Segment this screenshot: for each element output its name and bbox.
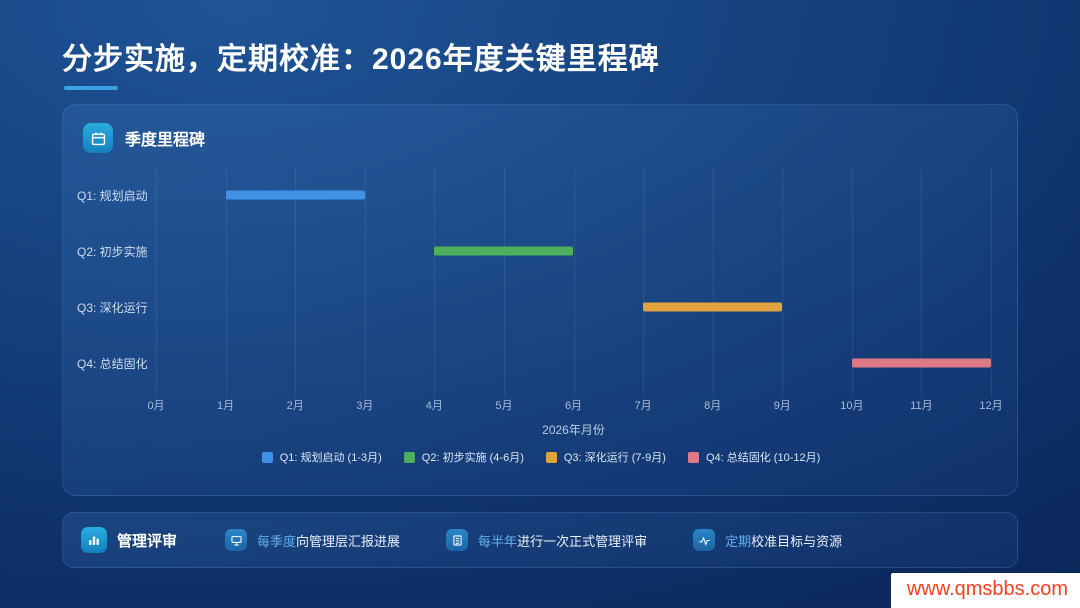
gantt-bar-track [156,279,991,335]
x-axis-ticks: 0月 1月 2月 3月 4月 5月 6月 7月 8月 9月 10月 11月 12月 [147,397,1002,413]
gantt-bar-track [156,335,991,391]
review-item-rest: 向管理层汇报进展 [296,533,401,549]
x-tick: 8月 [704,400,722,412]
bar-chart-icon [81,527,107,553]
review-item-semiannual: 每半年进行一次正式管理评审 [446,529,647,551]
gantt-bar [225,190,365,200]
legend-item: Q3: 深化运行 (7-9月) [545,449,666,465]
milestone-panel-header: 季度里程碑 [83,123,205,153]
watermark-url: www.qmsbbs.com [906,578,1068,600]
review-item-rest: 进行一次正式管理评审 [517,533,648,549]
watermark-strip: www.qmsbbs.com [890,573,1080,608]
x-tick: 4月 [425,400,443,412]
x-tick: 3月 [356,400,374,412]
legend-swatch [403,451,415,463]
legend-swatch [261,451,273,463]
calendar-icon [83,123,113,153]
x-axis-label: 2026年月份 [542,423,605,437]
gridline [434,167,436,397]
legend-swatch [687,451,699,463]
x-tick: 12月 [979,400,1003,412]
review-item-rest: 校准目标与资源 [751,533,843,549]
title-accent-underline [64,86,118,90]
calibrate-icon [693,529,716,551]
x-tick: 6月 [564,400,583,412]
gridline [782,167,784,397]
legend-swatch [545,451,557,463]
gridline [503,167,505,397]
gridline [573,167,575,397]
x-tick: 1月 [217,400,235,412]
gridlines [156,167,992,397]
legend-label: Q1: 规划启动 (1-3月) [279,452,382,464]
page-title: 分步实施，定期校准：2026年度关键里程碑 [62,43,660,76]
gantt-row: Q3: 深化运行 [77,279,991,335]
gantt-bar-track [156,223,991,279]
x-tick: 5月 [495,400,513,412]
legend-label: Q4: 总结固化 (10-12月) [705,452,821,464]
legend-item: Q4: 总结固化 (10-12月) [687,449,821,465]
x-tick: 11月 [910,400,933,412]
quarterly-milestone-panel: 季度里程碑 Q1: 规划启动 Q2: 初步实施 Q3: 深化运行 Q4: 总结固化 0… [62,104,1018,496]
gantt-row: Q1: 规划启动 [77,167,991,223]
review-panel-title: 管理评审 [117,532,178,550]
x-tick: 10月 [840,400,864,412]
gridline [991,167,992,397]
gantt-bar [434,246,574,256]
review-title-group: 管理评审 [81,527,177,553]
gridline [851,167,853,397]
gantt-row-label: Q4: 总结固化 [77,356,148,371]
gridline [712,167,714,397]
review-item-quarterly: 每季度向管理层汇报进展 [225,529,400,551]
gantt-bar [643,302,783,312]
review-item-highlight: 定期 [725,533,752,549]
gantt-row: Q4: 总结固化 [77,335,991,391]
milestone-panel-title: 季度里程碑 [125,132,206,149]
gantt-bar [851,358,991,368]
document-check-icon [446,529,469,551]
legend-label: Q3: 深化运行 (7-9月) [563,452,666,464]
gridline [295,167,297,397]
gridline [225,167,227,397]
gridline [643,167,645,397]
gantt-row-label: Q2: 初步实施 [77,244,148,259]
gantt-row-label: Q3: 深化运行 [77,300,148,315]
gantt-row: Q2: 初步实施 [77,223,991,279]
gridline [921,167,923,397]
gridline [156,167,157,397]
management-review-panel: 管理评审 每季度向管理层汇报进展 每半年进行一次正式管理评审 [62,512,1018,568]
gridline [364,167,366,397]
legend-item: Q2: 初步实施 (4-6月) [403,449,524,465]
review-item-periodic: 定期校准目标与资源 [693,529,842,551]
presentation-icon [225,529,248,551]
review-item-highlight: 每半年 [478,533,518,549]
review-item-text: 每季度向管理层汇报进展 [257,531,400,550]
review-item-highlight: 每季度 [257,533,297,549]
legend-label: Q2: 初步实施 (4-6月) [421,452,524,464]
review-item-text: 定期校准目标与资源 [725,531,842,550]
legend-item: Q1: 规划启动 (1-3月) [261,449,382,465]
gantt-row-label: Q1: 规划启动 [77,188,148,203]
legend: Q1: 规划启动 (1-3月) Q2: 初步实施 (4-6月) Q3: 深化运行 (… [83,449,999,465]
x-tick: 9月 [773,400,791,412]
x-tick: 7月 [634,400,652,412]
x-tick: 2月 [286,400,304,412]
review-item-text: 每半年进行一次正式管理评审 [478,531,647,550]
gantt-rows: Q1: 规划启动 Q2: 初步实施 Q3: 深化运行 Q4: 总结固化 [77,167,991,391]
gantt-bar-track [156,167,991,223]
x-tick: 0月 [147,400,165,412]
